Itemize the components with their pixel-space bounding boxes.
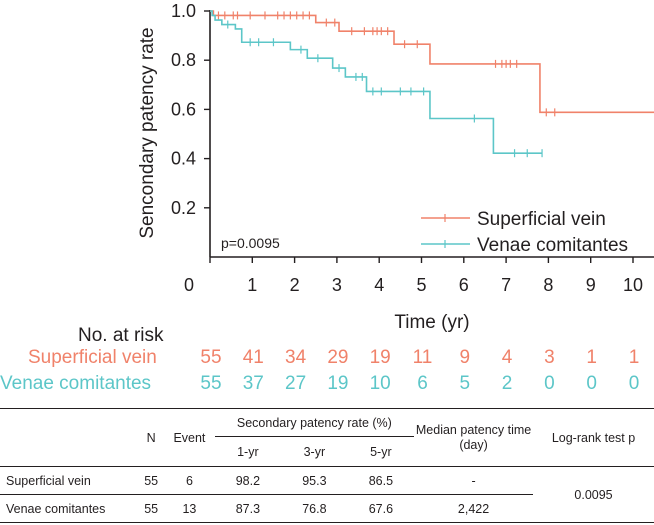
summary-cell-event: 6 <box>164 466 215 495</box>
x-tick-label: 5 <box>416 275 426 295</box>
chart-labels: Time (yr) Sencondary patency rate p=0.0095… <box>137 27 628 333</box>
risk-row-label: Venae comitantes <box>0 373 152 394</box>
y-tick-label: 1.0 <box>171 1 196 21</box>
x-axis-label: Time (yr) <box>394 312 469 333</box>
y-tick-label: 0.6 <box>171 99 196 119</box>
y-tick-label: 0.4 <box>171 149 196 169</box>
risk-value: 11 <box>412 347 433 368</box>
x-tick-label: 10 <box>623 275 643 295</box>
summary-cell-n: 55 <box>138 466 165 495</box>
summary-cell-median: 2,422 <box>414 494 534 523</box>
summary-cell-5yr: 67.6 <box>347 494 415 523</box>
summary-header-rate-group: Secondary patency rate (%) <box>214 408 415 437</box>
risk-value: 0 <box>586 373 597 394</box>
x-tick-label: 6 <box>459 275 469 295</box>
summary-header-event: Event <box>164 408 215 467</box>
superficial-vein-curve <box>210 10 654 114</box>
summary-table: N Event Secondary patency rate (%) Media… <box>0 408 654 523</box>
risk-value: 55 <box>200 347 222 368</box>
risk-value: 29 <box>327 347 349 368</box>
risk-value: 0 <box>628 373 640 394</box>
risk-value: 55 <box>200 373 222 394</box>
table-row: Venae comitantes 55 13 87.3 76.8 67.6 2,… <box>0 494 654 523</box>
table-row: Superficial vein 55 6 98.2 95.3 86.5 - 0… <box>0 466 654 523</box>
summary-cell-3yr: 76.8 <box>281 494 348 523</box>
summary-cell-median: - <box>414 466 534 495</box>
y-tick-label: 0.2 <box>171 198 196 218</box>
x-tick-label: 9 <box>586 275 596 295</box>
summary-header-blank <box>0 408 139 437</box>
summary-header-n: N <box>138 408 165 467</box>
summary-cell-5yr: 86.5 <box>347 466 415 495</box>
summary-header-median: Median patency time (day) <box>414 408 534 467</box>
x-tick-label: 8 <box>543 275 553 295</box>
summary-header-1yr: 1-yr <box>237 444 259 459</box>
x-tick-label: 4 <box>374 275 384 295</box>
summary-row-label: Superficial vein <box>0 466 139 495</box>
p-value-annotation: p=0.0095 <box>221 235 280 251</box>
risk-value: 41 <box>242 347 264 368</box>
y-axis-label: Sencondary patency rate <box>137 27 158 238</box>
y-tick-label: 0.8 <box>171 50 196 70</box>
summary-header-blank-2 <box>0 437 138 467</box>
summary-cell-logrank: 0.0095 <box>533 466 654 523</box>
summary-cell-event: 13 <box>164 494 215 523</box>
risk-value: 34 <box>285 347 307 368</box>
risk-value: 3 <box>544 347 555 368</box>
risk-row-label: Superficial vein <box>28 347 157 368</box>
km-chart: 0 1 2 3 4 5 6 7 8 9 10 1.0 0.8 0.6 0.4 0.2 Time (yr) Sen… <box>137 1 654 333</box>
legend-label: Superficial vein <box>477 209 606 230</box>
risk-value: 19 <box>369 347 391 368</box>
chart-series <box>210 10 654 158</box>
summary-cell-1yr: 87.3 <box>214 494 282 523</box>
summary-row-label: Venae comitantes <box>0 494 139 523</box>
x-tick-label: 2 <box>290 275 300 295</box>
summary-cell-1yr: 98.2 <box>214 466 282 495</box>
summary-cell-n: 55 <box>138 494 165 523</box>
risk-value: 37 <box>242 373 264 394</box>
x-tick-label: 3 <box>332 275 342 295</box>
x-tick-label: 1 <box>247 275 257 295</box>
risk-value: 4 <box>501 347 513 368</box>
risk-table-title: No. at risk <box>78 325 164 346</box>
summary-cell-3yr: 95.3 <box>281 466 348 495</box>
summary-header-logrank: Log-rank test p <box>533 408 654 467</box>
risk-value: 1 <box>586 347 597 368</box>
risk-value: 9 <box>459 347 471 368</box>
risk-value: 0 <box>544 373 555 394</box>
legend-label: Venae comitantes <box>477 235 628 256</box>
risk-value: 5 <box>459 373 471 394</box>
risk-value: 10 <box>369 373 391 394</box>
summary-header-3yr: 3-yr <box>303 444 326 459</box>
risk-value: 6 <box>417 373 428 394</box>
summary-header-5yr: 5-yr <box>370 444 392 459</box>
risk-value: 27 <box>285 373 307 394</box>
x-tick-label: 7 <box>501 275 511 295</box>
risk-value: 19 <box>327 373 349 394</box>
chart-axes: 0 1 2 3 4 5 6 7 8 9 10 1.0 0.8 0.6 0.4 0.2 <box>171 1 654 295</box>
risk-value: 1 <box>628 347 640 368</box>
risk-value: 2 <box>501 373 513 394</box>
venae-comitantes-curve <box>210 10 543 154</box>
x-tick-label: 0 <box>184 275 194 295</box>
